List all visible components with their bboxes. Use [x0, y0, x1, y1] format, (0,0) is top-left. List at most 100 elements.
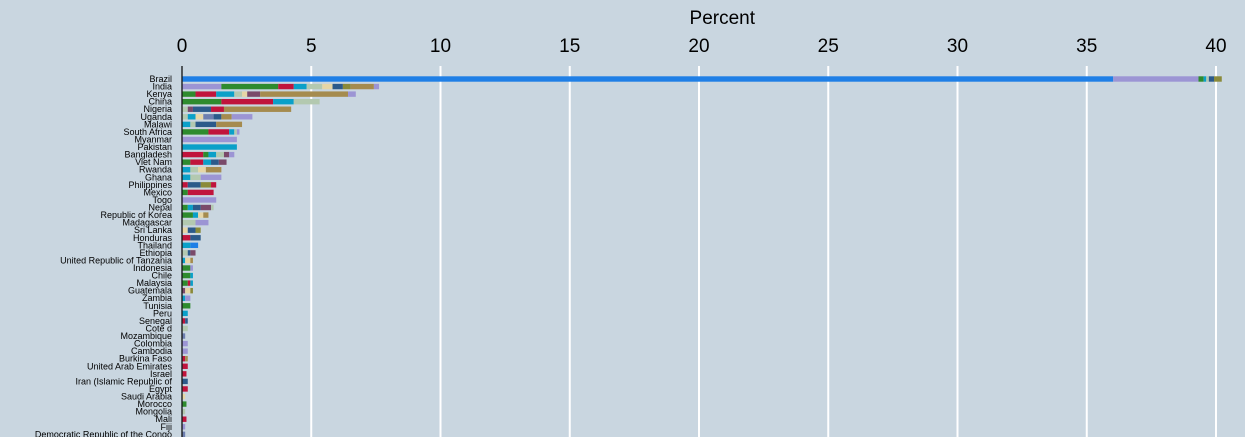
bar-segment: [192, 204, 201, 211]
category-label: Philippines: [128, 180, 172, 190]
bar-segment: [185, 257, 191, 264]
category-label: Mexico: [143, 187, 172, 197]
bar-segment: [260, 91, 349, 97]
category-label: Nigeria: [143, 104, 172, 114]
bar-segment: [182, 242, 191, 249]
bar-row: [182, 91, 356, 97]
bar-segment: [192, 106, 212, 112]
bar-segment: [223, 106, 292, 112]
bar-segment: [190, 159, 204, 165]
category-label: Zambia: [142, 293, 172, 303]
category-label: Thailand: [137, 240, 172, 250]
category-label: Iran (Islamic Republic of: [75, 376, 172, 386]
category-label: Malawi: [144, 119, 172, 129]
bar-segment: [348, 91, 356, 97]
bar-segment: [182, 333, 186, 339]
bar-row: [182, 189, 214, 196]
category-label: Colombia: [134, 339, 172, 349]
bar-row: [182, 416, 187, 422]
bar-segment: [182, 424, 186, 430]
bar-segment: [185, 287, 191, 294]
bar-segment: [1113, 76, 1199, 82]
bar-segment: [192, 212, 199, 218]
bar-row: [182, 98, 320, 105]
bar-segment: [185, 356, 188, 362]
bar-segment: [182, 151, 204, 158]
bar-row: [182, 212, 209, 218]
bar-segment: [182, 197, 217, 203]
bar-segment: [322, 83, 333, 90]
category-label: Republic of Korea: [100, 210, 172, 220]
x-tick-label-20: 20: [688, 36, 709, 57]
category-label: Israel: [150, 369, 172, 379]
bar-segment: [187, 189, 214, 196]
bar-segment: [190, 250, 196, 256]
bar-segment: [182, 401, 187, 407]
bar-segment: [182, 356, 186, 362]
category-label: Pakistan: [137, 142, 172, 152]
x-tick-label-40: 40: [1205, 36, 1226, 57]
bar-row: [182, 227, 201, 233]
category-labels: BrazilIndiaKenyaChinaNigeriaUgandaMalawi…: [35, 74, 173, 437]
category-label: Cambodia: [131, 346, 172, 356]
bar-segment: [182, 378, 188, 385]
bar-segment: [278, 83, 294, 90]
bar-row: [182, 83, 380, 90]
bar-row: [182, 310, 188, 317]
bar-segment: [182, 219, 196, 226]
category-label: Sri Lanka: [134, 225, 172, 235]
category-label: China: [148, 97, 172, 107]
bar-row: [182, 348, 188, 354]
bar-segment: [182, 212, 193, 218]
bar-segment: [342, 83, 351, 90]
bar-row: [182, 287, 193, 294]
category-label: Honduras: [133, 233, 173, 243]
x-axis-title: Percent: [690, 8, 756, 29]
bar-segment: [182, 325, 188, 332]
bar-segment: [182, 295, 186, 301]
bar-segment: [182, 114, 188, 120]
bar-row: [182, 219, 209, 226]
bar-segment: [350, 83, 374, 90]
bar-segment: [190, 121, 196, 128]
bar-segment: [182, 257, 186, 264]
category-label: Democratic Republic of the Congo: [35, 429, 172, 437]
bar-segment: [185, 295, 191, 301]
bar-segment: [231, 114, 253, 120]
bar-row: [182, 401, 187, 407]
category-label: Chile: [151, 271, 172, 281]
bar-segment: [208, 151, 217, 158]
bar-row: [182, 393, 186, 400]
bar-segment: [195, 219, 209, 226]
bar-segment: [182, 348, 188, 354]
bar-segment: [182, 98, 222, 105]
bar-segment: [182, 265, 191, 271]
category-label: Senegal: [139, 316, 172, 326]
bar-segment: [208, 129, 230, 135]
bar-row: [182, 378, 188, 385]
bar-segment: [332, 83, 343, 90]
bar-row: [182, 386, 188, 392]
bar-segment: [190, 167, 199, 173]
bar-segment: [247, 91, 261, 97]
category-label: Mozambique: [120, 331, 172, 341]
x-tick-label-25: 25: [818, 36, 839, 57]
bar-segment: [211, 204, 214, 211]
bar-segment: [190, 257, 193, 264]
bar-segment: [190, 280, 193, 286]
bar-segment: [182, 340, 188, 347]
bar-segment: [187, 204, 193, 211]
bar-segment: [198, 212, 204, 218]
bar-row: [182, 144, 237, 150]
bar-segment: [190, 287, 193, 294]
category-label: Mali: [155, 414, 172, 424]
bar-row: [182, 174, 222, 180]
bar-segment: [273, 98, 294, 105]
bar-segment: [182, 393, 186, 400]
category-label: Togo: [152, 195, 172, 205]
bar-segment: [1208, 76, 1215, 82]
x-tick-label-5: 5: [306, 36, 317, 57]
bar-row: [182, 272, 193, 279]
category-label: Rwanda: [139, 165, 172, 175]
